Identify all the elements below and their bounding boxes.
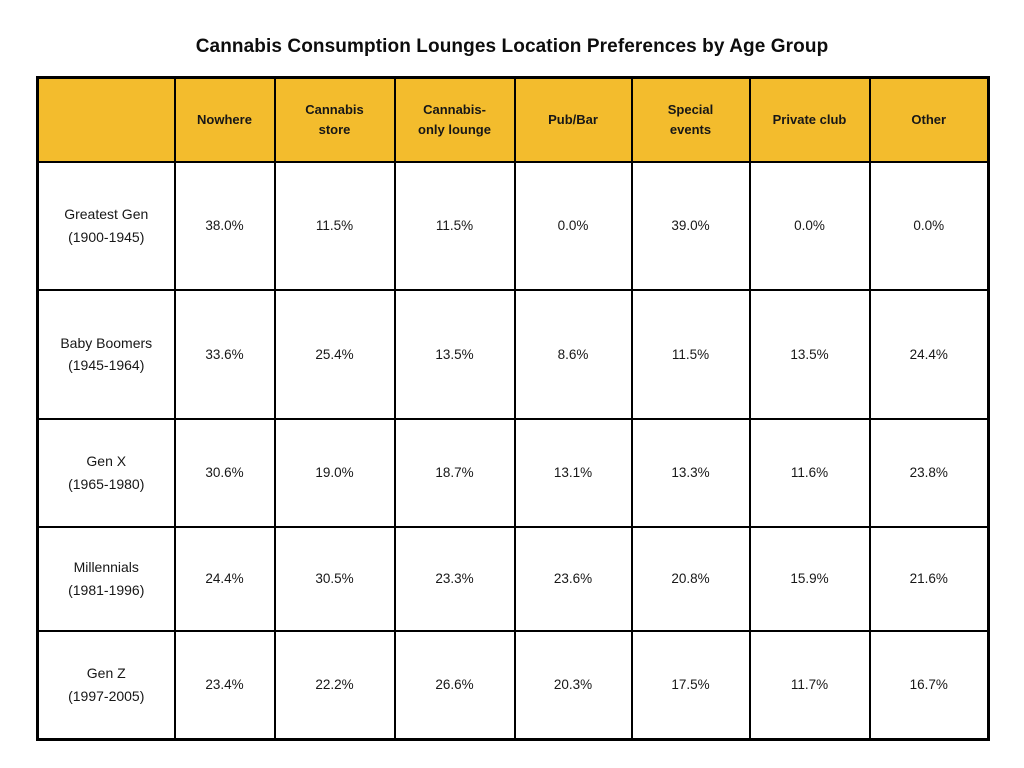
value-cell: 0.0% [748, 160, 871, 291]
row-label-name: Baby Boomers [60, 334, 153, 351]
column-header-cannabis-only-lounge: Cannabis- only lounge [393, 76, 516, 163]
value-cell: 23.4% [173, 629, 276, 741]
value-cell: 24.4% [173, 525, 276, 632]
value-cell: 23.8% [868, 417, 990, 528]
value-cell: 13.1% [513, 417, 633, 528]
row-label: Baby Boomers (1945-1964) [36, 288, 176, 420]
row-label-name: Millennials [73, 559, 139, 576]
value-cell: 0.0% [868, 160, 990, 291]
table-row-millennials: Millennials (1981-1996) 24.4% 30.5% 23.3… [36, 525, 990, 632]
value-cell: 22.2% [273, 629, 396, 741]
row-label-years: (1997-2005) [68, 687, 145, 704]
value-cell: 39.0% [630, 160, 751, 291]
value-cell: 24.4% [868, 288, 990, 420]
row-label-years: (1965-1980) [68, 475, 145, 492]
row-label-name: Gen Z [86, 665, 126, 682]
column-header-cannabis-store: Cannabis store [273, 76, 396, 163]
value-cell: 23.6% [513, 525, 633, 632]
column-header-other: Other [868, 76, 990, 163]
value-cell: 17.5% [630, 629, 751, 741]
value-cell: 13.5% [393, 288, 516, 420]
row-label-name: Greatest Gen [64, 206, 149, 223]
value-cell: 30.5% [273, 525, 396, 632]
value-cell: 20.8% [630, 525, 751, 632]
value-cell: 25.4% [273, 288, 396, 420]
table-row-baby-boomers: Baby Boomers (1945-1964) 33.6% 25.4% 13.… [36, 288, 990, 420]
column-header-pub-bar: Pub/Bar [513, 76, 633, 163]
table-row-gen-z: Gen Z (1997-2005) 23.4% 22.2% 26.6% 20.3… [36, 629, 990, 741]
value-cell: 8.6% [513, 288, 633, 420]
value-cell: 33.6% [173, 288, 276, 420]
column-header-private-club: Private club [748, 76, 871, 163]
value-cell: 15.9% [748, 525, 871, 632]
value-cell: 11.5% [630, 288, 751, 420]
column-header-special-events: Special events [630, 76, 751, 163]
value-cell: 11.7% [748, 629, 871, 741]
corner-cell [36, 76, 176, 163]
row-label: Greatest Gen (1900-1945) [36, 160, 176, 291]
row-label: Gen Z (1997-2005) [36, 629, 176, 741]
value-cell: 11.6% [748, 417, 871, 528]
row-label-name: Gen X [86, 453, 127, 470]
column-header-nowhere: Nowhere [173, 76, 276, 163]
table-row-greatest-gen: Greatest Gen (1900-1945) 38.0% 11.5% 11.… [36, 160, 990, 291]
value-cell: 23.3% [393, 525, 516, 632]
page-title: Cannabis Consumption Lounges Location Pr… [195, 36, 829, 57]
value-cell: 0.0% [513, 160, 633, 291]
value-cell: 38.0% [173, 160, 276, 291]
table-row-gen-x: Gen X (1965-1980) 30.6% 19.0% 18.7% 13.1… [36, 417, 990, 528]
value-cell: 19.0% [273, 417, 396, 528]
row-label-years: (1900-1945) [68, 228, 145, 245]
value-cell: 26.6% [393, 629, 516, 741]
value-cell: 16.7% [868, 629, 990, 741]
data-table: Nowhere Cannabis store Cannabis- only lo… [36, 76, 990, 741]
value-cell: 13.3% [630, 417, 751, 528]
row-label: Gen X (1965-1980) [36, 417, 176, 528]
value-cell: 20.3% [513, 629, 633, 741]
row-label-years: (1945-1964) [68, 357, 145, 373]
row-label: Millennials (1981-1996) [36, 525, 176, 632]
header-row: Nowhere Cannabis store Cannabis- only lo… [36, 76, 990, 163]
value-cell: 13.5% [748, 288, 871, 420]
value-cell: 18.7% [393, 417, 516, 528]
row-label-years: (1981-1996) [68, 581, 145, 598]
value-cell: 11.5% [273, 160, 396, 291]
value-cell: 11.5% [393, 160, 516, 291]
value-cell: 21.6% [868, 525, 990, 632]
value-cell: 30.6% [173, 417, 276, 528]
